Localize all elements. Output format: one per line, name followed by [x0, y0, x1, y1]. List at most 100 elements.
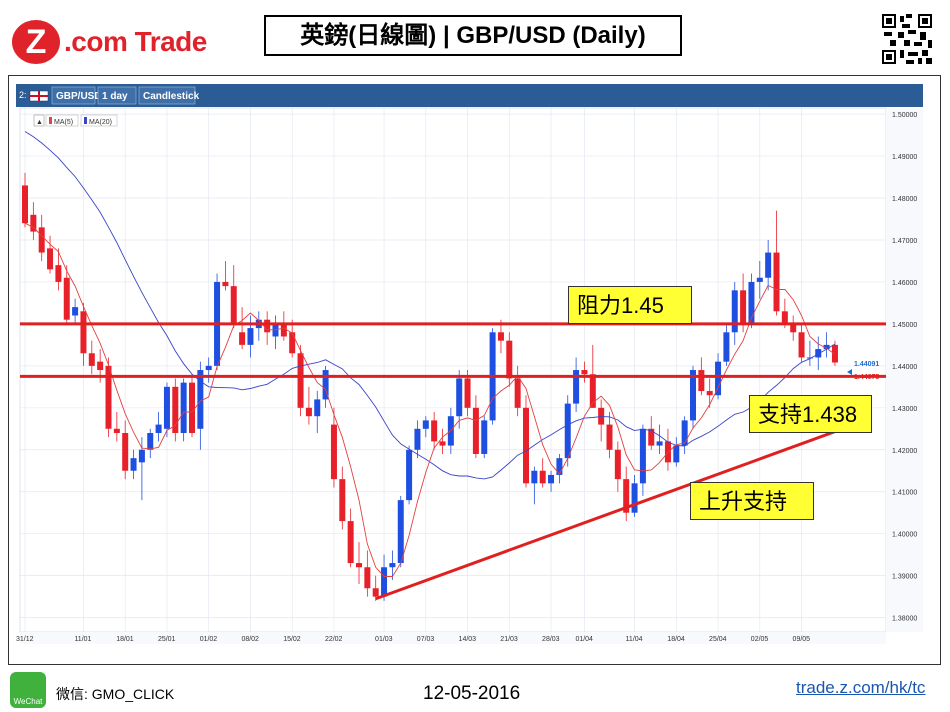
- ma5-color-swatch: [49, 117, 52, 124]
- page-title: 英鎊(日線圖) | GBP/USD (Daily): [264, 15, 682, 56]
- candle-body: [347, 521, 354, 564]
- candle-body: [305, 407, 312, 417]
- x-tick-label: 15/02: [283, 636, 301, 643]
- tab-index: 2:: [19, 90, 27, 100]
- report-date: 12-05-2016: [423, 683, 521, 704]
- x-tick-label: 28/03: [542, 636, 560, 643]
- candle-body: [339, 479, 346, 522]
- symbol-button[interactable]: [51, 86, 96, 105]
- resistance-callout: 阻力1.45: [568, 286, 692, 324]
- candle-body: [623, 479, 630, 513]
- price-tag-lower: 1.44075: [854, 374, 879, 381]
- y-axis: 1.50000 1.49000 1.48000 1.47000 1.46000 1.450…: [886, 108, 923, 632]
- candle-body: [72, 307, 79, 316]
- candle-body: [564, 403, 571, 459]
- website-link[interactable]: trade.z.com/hk/tc: [796, 678, 926, 697]
- candle-body: [523, 407, 529, 484]
- chart-container: 2: GBP/USD 1 day Candlestick 1.50000 1.49…: [16, 84, 923, 644]
- candle-body: [614, 449, 621, 480]
- candle-body: [189, 382, 195, 433]
- candle-body: [322, 370, 329, 400]
- legend-toggle-button[interactable]: [33, 114, 45, 127]
- candle-body: [497, 332, 504, 341]
- support-callout: 支持1.438: [749, 395, 872, 433]
- candle-body: [147, 432, 154, 450]
- x-tick-label: 22/02: [325, 636, 343, 643]
- candle-body: [205, 365, 212, 371]
- candle-body: [698, 370, 705, 392]
- candlestick-chart[interactable]: 2: GBP/USD 1 day Candlestick 1.50000 1.49…: [16, 84, 923, 644]
- wechat-icon: WeChat: [10, 672, 46, 708]
- candle-body: [740, 290, 747, 324]
- y-tick-label: 1.50000: [892, 112, 917, 119]
- candle-body: [573, 370, 580, 404]
- candle-body: [80, 311, 87, 354]
- y-tick-label: 1.43000: [892, 406, 917, 413]
- x-tick-label: 25/01: [158, 636, 176, 643]
- candle-body: [230, 286, 237, 324]
- candle-body: [439, 441, 446, 446]
- candle-body: [631, 483, 638, 513]
- x-tick-label: 21/03: [500, 636, 518, 643]
- x-tick-label: 02/05: [751, 636, 769, 643]
- candle-body: [239, 332, 246, 345]
- y-tick-label: 1.38000: [892, 616, 917, 623]
- candle-body: [163, 386, 170, 429]
- candle-body: [289, 332, 296, 354]
- ma20-legend-label: MA(20): [89, 119, 112, 126]
- candle-body: [548, 474, 555, 484]
- interval-label: 1 day: [102, 91, 128, 102]
- x-tick-label: 14/03: [459, 636, 477, 643]
- y-axis-background: [886, 108, 923, 632]
- candle-body: [406, 449, 413, 501]
- candle-body: [656, 441, 663, 446]
- candle-body: [798, 332, 805, 358]
- candle-body: [122, 432, 129, 471]
- candle-body: [748, 281, 755, 324]
- x-axis: 31/12 11/01 18/01 25/01 01/02 08/02 15/02 22/02…: [16, 632, 886, 644]
- candle-body: [773, 252, 780, 312]
- candle-body: [556, 458, 563, 475]
- candle-body: [297, 353, 304, 408]
- candle-body: [113, 428, 120, 433]
- candle-body: [690, 370, 696, 421]
- zcom-trade-logo: Z .com Trade: [12, 20, 212, 66]
- qr-code-icon: [880, 12, 934, 66]
- logo-wordmark: .com Trade: [64, 26, 207, 57]
- x-tick-label: 31/12: [16, 636, 34, 643]
- candle-body: [706, 391, 713, 396]
- candle-body: [47, 248, 54, 270]
- y-tick-label: 1.45000: [892, 322, 917, 329]
- x-tick-label: 01/02: [200, 636, 218, 643]
- candle-body: [105, 365, 112, 429]
- y-tick-label: 1.44000: [892, 364, 917, 371]
- chart-grid: [19, 107, 887, 633]
- candle-body: [790, 323, 797, 333]
- chart-style-button[interactable]: [138, 86, 196, 105]
- candle-body: [681, 420, 688, 446]
- x-tick-label: 01/03: [375, 636, 393, 643]
- candle-body: [55, 265, 62, 282]
- candle-body: [155, 424, 162, 433]
- candle-body: [247, 328, 254, 345]
- ma5-legend-chip[interactable]: [45, 114, 79, 127]
- candle-body: [88, 353, 95, 366]
- y-tick-label: 1.40000: [892, 532, 917, 539]
- trend-support-callout: 上升支持: [690, 482, 814, 520]
- candle-body: [506, 340, 513, 379]
- chart-toolbar: [16, 84, 923, 107]
- support-resistance-lines: [20, 322, 886, 601]
- candle-body: [422, 420, 429, 429]
- candle-body: [456, 378, 463, 417]
- candle-body: [280, 323, 287, 337]
- candle-body: [138, 449, 145, 463]
- candle-body: [397, 500, 404, 564]
- x-tick-label: 08/02: [241, 636, 259, 643]
- candle-body: [589, 374, 596, 408]
- x-tick-label: 18/04: [667, 636, 685, 643]
- ma20-legend-chip[interactable]: [80, 114, 118, 127]
- candle-body: [472, 407, 479, 454]
- y-tick-label: 1.49000: [892, 154, 917, 161]
- price-marker-icon: [847, 369, 852, 375]
- interval-button[interactable]: [97, 86, 137, 105]
